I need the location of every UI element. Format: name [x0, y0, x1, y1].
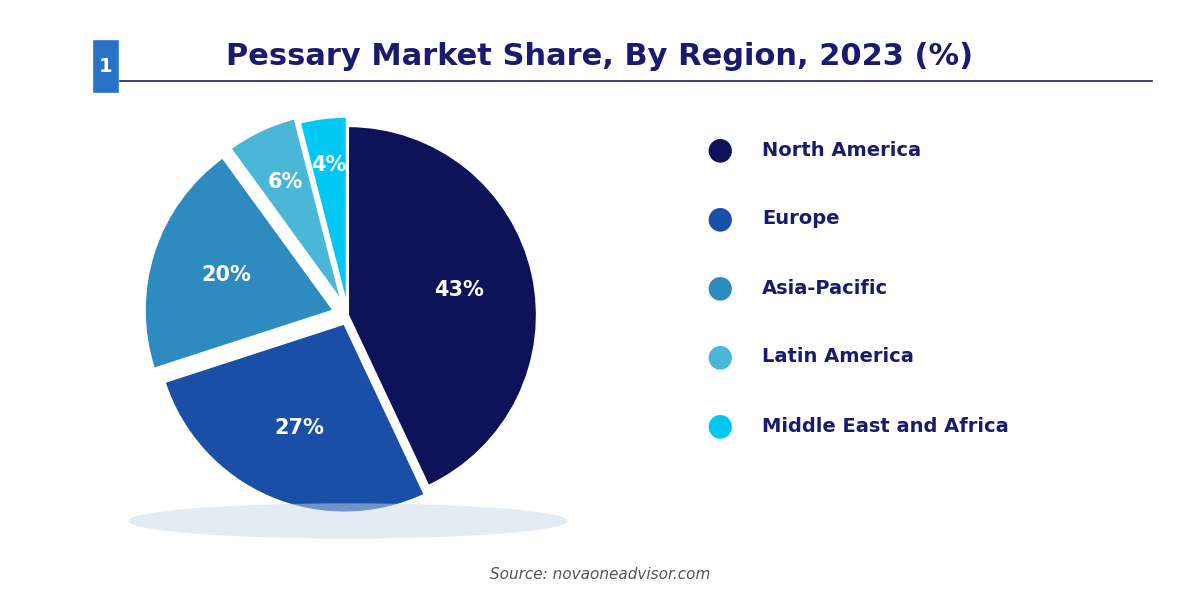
Text: 27%: 27%	[275, 418, 324, 437]
Text: ●: ●	[707, 343, 733, 371]
Text: Asia-Pacific: Asia-Pacific	[762, 278, 888, 298]
Text: Europe: Europe	[762, 209, 840, 229]
Wedge shape	[164, 323, 425, 512]
Text: Latin America: Latin America	[762, 347, 914, 367]
Text: ADVISOR: ADVISOR	[124, 56, 223, 76]
Wedge shape	[145, 158, 334, 369]
Text: Source: novaoneadvisor.com: Source: novaoneadvisor.com	[490, 567, 710, 582]
FancyBboxPatch shape	[91, 39, 120, 93]
Ellipse shape	[128, 503, 568, 539]
Text: ●: ●	[707, 205, 733, 233]
Wedge shape	[300, 117, 347, 305]
Text: Pessary Market Share, By Region, 2023 (%): Pessary Market Share, By Region, 2023 (%…	[227, 42, 973, 71]
Text: 4%: 4%	[311, 155, 347, 175]
Text: ●: ●	[707, 136, 733, 164]
Wedge shape	[348, 126, 536, 486]
Text: 43%: 43%	[433, 280, 484, 300]
Text: North America: North America	[762, 140, 922, 160]
Text: 20%: 20%	[200, 265, 251, 286]
Text: Middle East and Africa: Middle East and Africa	[762, 416, 1009, 436]
Text: ●: ●	[707, 274, 733, 302]
Text: NOVA: NOVA	[20, 56, 82, 76]
Wedge shape	[230, 118, 342, 301]
Text: 1: 1	[98, 56, 113, 76]
Text: ●: ●	[707, 412, 733, 440]
Text: 6%: 6%	[268, 172, 302, 191]
